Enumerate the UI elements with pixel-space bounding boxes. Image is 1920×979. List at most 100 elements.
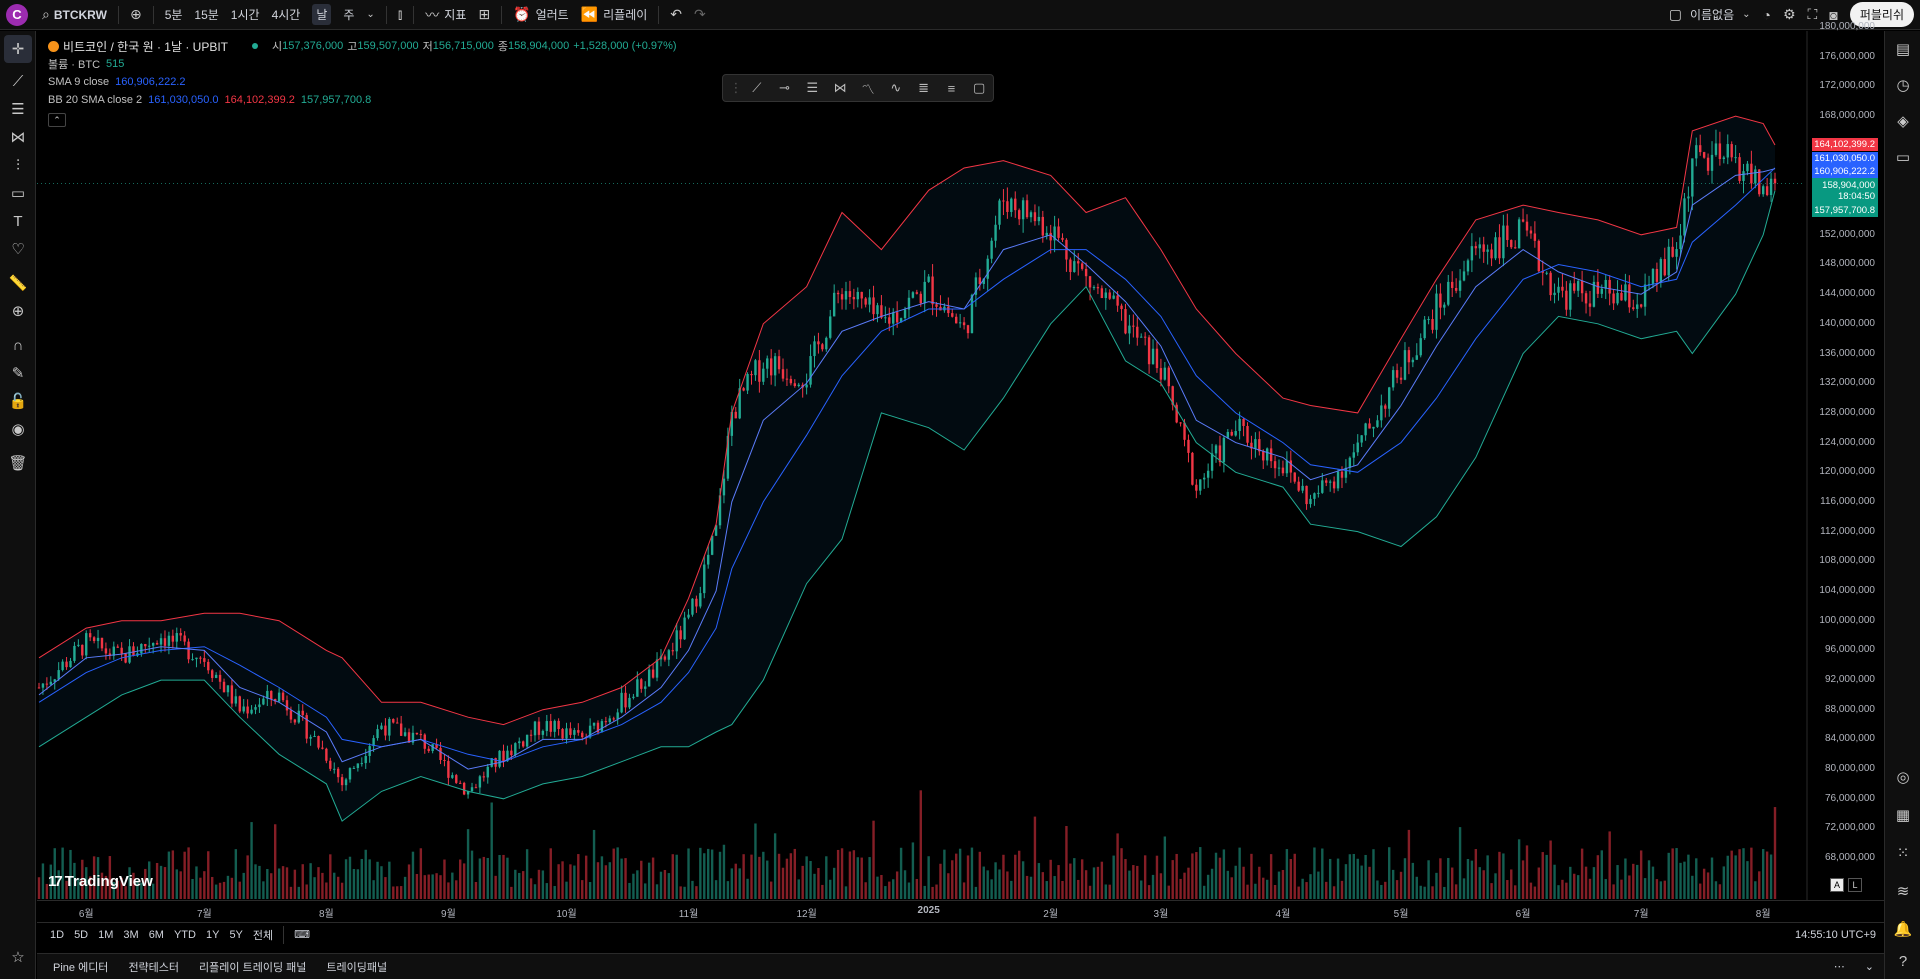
stay-drawing-tool[interactable]: ✎ [0, 359, 36, 387]
magnet-tool[interactable]: ∩ [0, 331, 36, 359]
maximize-panel-button[interactable]: ⋯ [1824, 960, 1855, 973]
fav-pattern[interactable]: ⋈ [826, 76, 854, 100]
fav-fib-extension[interactable]: ≡ [937, 76, 965, 100]
fav-fib[interactable]: ≣ [910, 76, 938, 100]
replay-button[interactable]: ⏪ 리플레이 [575, 0, 654, 30]
text-tool[interactable]: T [0, 207, 36, 235]
timeframe-15m[interactable]: 15분 [194, 8, 219, 22]
hide-tool[interactable]: ◉ [0, 415, 36, 443]
tradingview-logo[interactable]: 17 TradingView [48, 873, 153, 890]
lock-tool[interactable]: 🔓 [0, 387, 36, 415]
range-5d[interactable]: 5D [74, 928, 89, 941]
undo-button[interactable]: ↶ [664, 0, 688, 30]
fav-parallel-channel[interactable]: ☰ [798, 76, 826, 100]
timeframe-dropdown[interactable]: ⌄ [360, 0, 380, 30]
candle-body [1407, 350, 1411, 363]
auto-scale-toggle[interactable]: A [1830, 878, 1844, 892]
ideas-button[interactable]: ◎ [1885, 759, 1920, 795]
ruler-tool[interactable]: 📏 [0, 269, 36, 297]
snapshot-button[interactable]: ◙ [1823, 0, 1843, 30]
timeframe-1d[interactable]: 날 [306, 0, 337, 30]
range-6m[interactable]: 6M [148, 928, 164, 941]
range-ytd[interactable]: YTD [173, 928, 196, 941]
fav-elliott[interactable]: 〽 [854, 76, 882, 100]
quick-search-button[interactable]: ◔ [1757, 0, 1777, 30]
icon-tool[interactable]: ♡ [0, 235, 36, 263]
volume-bar [1191, 853, 1194, 899]
timeframe-1w[interactable]: 주 [343, 8, 355, 22]
time-axis[interactable]: 6월 7월 8월 9월 10월 11월 12월 2025 2월 3월 4월 5월 6월 7월 8월 [37, 900, 1884, 920]
fullscreen-button[interactable]: ⛶ [1802, 0, 1824, 30]
legend-collapse-button[interactable]: ⌃ [48, 113, 66, 127]
symbol-label: BTCKRW [53, 7, 107, 22]
volume-bar [541, 870, 545, 899]
settings-button[interactable]: ⚙ [1777, 0, 1802, 30]
timezone-clock[interactable]: 14:55:10 UTC+9 [1794, 929, 1876, 941]
tab-pine-editor[interactable]: Pine 에디터 [53, 961, 109, 974]
timeframe-5m[interactable]: 5분 [164, 8, 183, 22]
time-tick-label: 3월 [1153, 909, 1169, 920]
fav-abcd[interactable]: ∿ [882, 76, 910, 100]
volume-bar [577, 854, 580, 899]
help-button[interactable]: ? [1885, 943, 1920, 979]
chart-type-button[interactable]: ⫾ [392, 0, 408, 30]
legend-volume-row[interactable]: 볼륨 · BTC 515 [48, 55, 677, 73]
chart-pane[interactable] [37, 31, 1884, 925]
symbol-search[interactable]: ⌕ BTCKRW [36, 0, 113, 30]
notifications-button[interactable]: 🔔 [1885, 911, 1920, 947]
volume-bar [352, 868, 356, 899]
range-1m[interactable]: 1M [98, 928, 114, 941]
layout-menu[interactable]: ▢ 이름없음 ⌄ [1663, 0, 1757, 30]
fav-trendline[interactable]: ⟋ [743, 76, 771, 100]
fav-rectangle[interactable]: ▢ [965, 76, 993, 100]
streams-button[interactable]: ≋ [1885, 873, 1920, 909]
candle-body [1415, 355, 1418, 360]
timeframe-4h[interactable]: 4시간 [271, 8, 301, 22]
price-chart[interactable] [37, 31, 1884, 901]
zoom-tool[interactable]: ⊕ [0, 297, 36, 325]
delete-tool[interactable]: 🗑 [0, 449, 36, 477]
apps-button[interactable]: ⁙ [1885, 835, 1920, 871]
compare-button[interactable]: ⊕ [124, 0, 148, 30]
timeframe-1h[interactable]: 1시간 [230, 8, 260, 22]
user-avatar[interactable]: C [6, 3, 28, 26]
trendline-tool[interactable]: ⟋ [0, 67, 36, 95]
volume-bar [793, 848, 797, 899]
collapse-panel-button[interactable]: ⌄ [1855, 960, 1884, 973]
volume-bar [1525, 845, 1529, 899]
range-1y[interactable]: 1Y [205, 928, 220, 941]
chat-button[interactable]: ▭ [1885, 139, 1920, 175]
fib-tool[interactable]: ☰ [0, 95, 36, 123]
publish-button[interactable]: 퍼블리쉬 [1849, 2, 1914, 27]
objects-tree-button[interactable]: ◈ [1885, 103, 1920, 139]
range-5y[interactable]: 5Y [229, 928, 243, 941]
templates-button[interactable]: ⊞ [472, 0, 496, 30]
favorites-button[interactable]: ☆ [0, 943, 36, 971]
tab-strategy-tester[interactable]: 전략테스터 [128, 961, 180, 974]
alert-button[interactable]: ⏰ 얼러트 [507, 0, 575, 30]
volume-bar [462, 863, 466, 899]
watchlist-button[interactable]: ▤ [1885, 31, 1920, 67]
calendar-button[interactable]: ▦ [1885, 797, 1920, 833]
range-3m[interactable]: 3M [123, 928, 139, 941]
tab-replay-trading[interactable]: 리플레이 트레이딩 패널 [199, 961, 307, 974]
candle-body [431, 744, 434, 752]
alerts-panel-button[interactable]: ◷ [1885, 67, 1920, 103]
candle-body [1502, 225, 1505, 259]
crosshair-tool[interactable]: ✛ [4, 35, 32, 63]
log-scale-toggle[interactable]: L [1848, 878, 1862, 892]
fav-horizontal-ray[interactable]: ⊸ [771, 76, 799, 100]
drag-handle[interactable]: ⋮ [729, 76, 743, 100]
tab-trading-panel[interactable]: 트레이딩패널 [326, 961, 388, 974]
legend-sma-row[interactable]: SMA 9 close 160,906,222.2 [48, 73, 677, 91]
range-all[interactable]: 전체 [252, 929, 274, 942]
go-to-date-button[interactable]: ⌨ [289, 928, 315, 941]
symbol-title[interactable]: 비트코인 / 한국 원 · 1날 · UPBIT [63, 39, 228, 54]
redo-button[interactable]: ↷ [688, 0, 712, 30]
indicators-button[interactable]: 〰 지표 [419, 0, 472, 30]
shape-tool[interactable]: ▭ [0, 179, 36, 207]
legend-bb-row[interactable]: BB 20 SMA close 2 161,030,050.0 164,102,… [48, 91, 677, 109]
projection-tool[interactable]: ⫶ [0, 151, 36, 179]
pattern-tool[interactable]: ⋈ [0, 123, 36, 151]
range-1d[interactable]: 1D [50, 928, 65, 941]
